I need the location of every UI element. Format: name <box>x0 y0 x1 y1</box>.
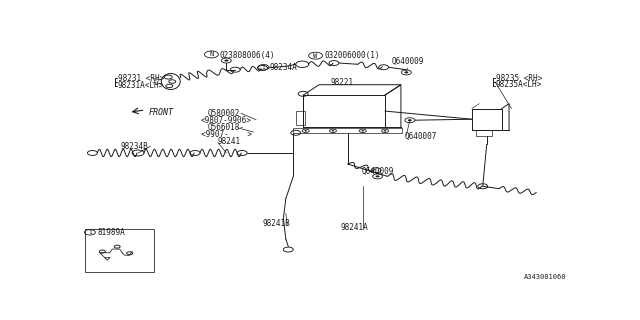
Text: FRONT: FRONT <box>148 108 173 117</box>
Text: 98241A: 98241A <box>340 223 368 232</box>
Bar <box>85 229 154 273</box>
Circle shape <box>225 60 228 61</box>
Text: <9807-9906>: <9807-9906> <box>200 116 252 125</box>
Circle shape <box>376 175 380 177</box>
Text: Q580002-: Q580002- <box>208 109 245 118</box>
Text: 98235 <RH>: 98235 <RH> <box>495 74 542 83</box>
Text: W: W <box>314 53 317 59</box>
Text: 032006000(1): 032006000(1) <box>324 51 380 60</box>
Text: 98231 <RH>: 98231 <RH> <box>118 74 164 83</box>
Bar <box>293 128 403 133</box>
Text: 98235A<LH>: 98235A<LH> <box>495 80 542 90</box>
Bar <box>472 108 502 130</box>
Text: 98241: 98241 <box>218 137 241 146</box>
Circle shape <box>408 119 412 121</box>
Text: Q640009: Q640009 <box>392 57 424 66</box>
Text: Q566018-: Q566018- <box>208 123 245 132</box>
Text: 98241B: 98241B <box>262 219 291 228</box>
Text: 1: 1 <box>262 65 266 70</box>
Text: 98221: 98221 <box>330 77 354 86</box>
Bar <box>296 111 305 124</box>
Text: 98234A: 98234A <box>270 63 298 72</box>
Text: <9907-    >: <9907- > <box>200 130 252 139</box>
Text: 98234B: 98234B <box>121 141 148 151</box>
Text: Q640007: Q640007 <box>405 132 437 141</box>
Text: A343001060: A343001060 <box>524 274 566 280</box>
Text: 98231A<LH>: 98231A<LH> <box>118 81 164 90</box>
Circle shape <box>332 130 334 132</box>
Circle shape <box>362 130 364 132</box>
Bar <box>303 95 385 127</box>
Circle shape <box>383 130 387 132</box>
Text: 023808006(4): 023808006(4) <box>220 51 275 60</box>
Text: N: N <box>209 52 214 57</box>
Text: Q640009: Q640009 <box>362 167 394 176</box>
Text: 81989A: 81989A <box>97 228 125 237</box>
Circle shape <box>404 71 408 73</box>
Bar <box>476 130 492 136</box>
Circle shape <box>304 130 307 132</box>
Text: 1: 1 <box>88 230 92 235</box>
